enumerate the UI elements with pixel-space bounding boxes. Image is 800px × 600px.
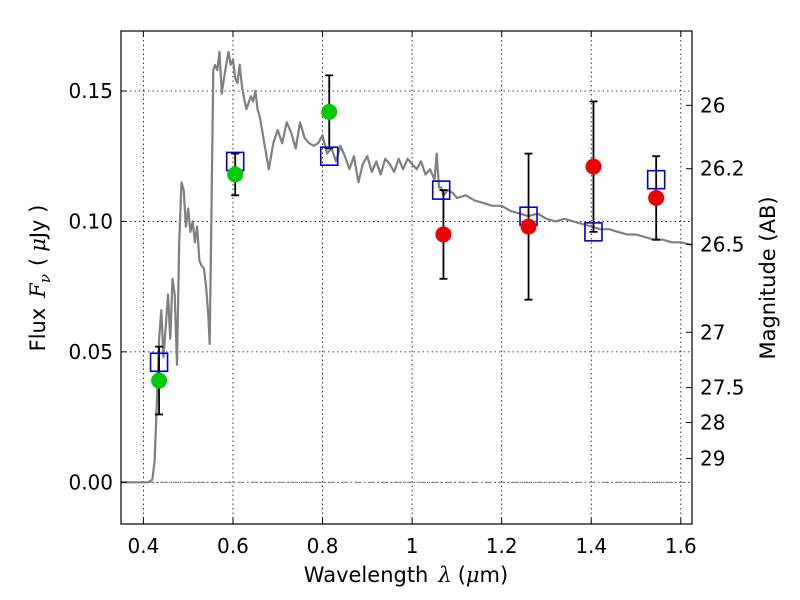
y-tick-label: 0.00 bbox=[68, 470, 113, 494]
sed-line-layer bbox=[121, 50, 693, 484]
grid bbox=[121, 31, 692, 524]
y-axis-label: FluxFν(μJy ) bbox=[26, 205, 54, 352]
x-tick-label: 0.6 bbox=[217, 534, 249, 558]
x-tick-label: 1.4 bbox=[575, 534, 607, 558]
model-photometry-square bbox=[149, 352, 169, 373]
mag-tick-label: 26.5 bbox=[700, 232, 745, 256]
model-photometry-square bbox=[584, 222, 603, 242]
y-tick-label: 0.10 bbox=[68, 209, 113, 233]
red-data-point bbox=[520, 218, 537, 235]
x-tick-label: 1.6 bbox=[665, 534, 697, 558]
x-tick-label: 1.2 bbox=[486, 534, 518, 558]
green-data-point bbox=[151, 372, 168, 389]
model-photometry-square bbox=[646, 169, 666, 190]
sed-model-line bbox=[121, 50, 693, 484]
y-axis-right-label: Magnitude (AB) bbox=[756, 196, 780, 359]
red-data-point bbox=[648, 189, 665, 206]
error-bars bbox=[155, 74, 661, 416]
mag-tick-label: 27.5 bbox=[700, 376, 745, 400]
tick-labels: 0.4 0.6 0.8 1 1.2 1.4 1.6 0.00 0.05 0.10 0.15 26 26.… bbox=[68, 79, 744, 558]
green-data-point bbox=[321, 103, 338, 120]
x-axis-label: Wavelength λ (μm) bbox=[304, 563, 508, 587]
plot-frame bbox=[120, 30, 693, 525]
mag-tick-label: 26 bbox=[700, 93, 725, 117]
model-photometry-square bbox=[319, 146, 339, 167]
x-tick-label: 0.8 bbox=[307, 534, 339, 558]
y-tick-label: 0.05 bbox=[68, 340, 113, 364]
model-photometry-square bbox=[431, 180, 451, 200]
ticks bbox=[121, 31, 692, 524]
x-tick-label: 1 bbox=[406, 534, 419, 558]
y-tick-label: 0.15 bbox=[68, 79, 113, 103]
mag-tick-label: 28 bbox=[700, 411, 725, 435]
mag-tick-label: 27 bbox=[700, 320, 725, 344]
markers bbox=[149, 103, 666, 389]
mag-tick-label: 26.2 bbox=[700, 157, 745, 181]
mag-tick-label: 29 bbox=[700, 447, 725, 471]
green-data-point bbox=[227, 166, 244, 183]
red-data-point bbox=[585, 158, 602, 175]
x-tick-label: 0.4 bbox=[127, 534, 159, 558]
red-data-point bbox=[435, 226, 452, 243]
